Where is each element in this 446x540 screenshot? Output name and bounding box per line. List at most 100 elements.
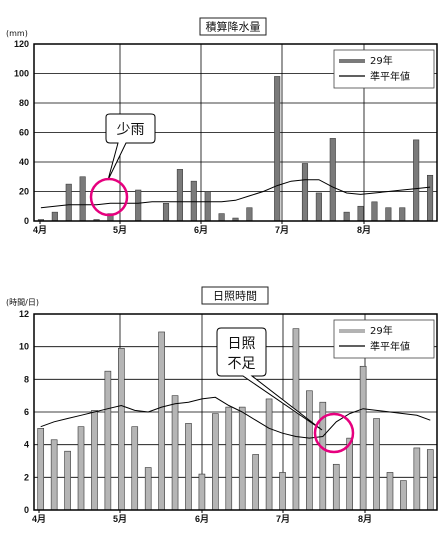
precip-bars (37, 76, 434, 222)
precip-bar (413, 139, 420, 222)
precip-bar (79, 176, 86, 222)
precip-legend: 29年 準平年値 (333, 49, 435, 89)
sun-bar (50, 439, 58, 511)
sun-bar (91, 410, 98, 511)
sun-bar (359, 365, 367, 511)
precip-y-ticks: 0 20 40 60 80 100 120 (14, 39, 29, 226)
precip-bar (65, 183, 72, 222)
sun-bar (238, 406, 246, 511)
sun-bar (373, 418, 380, 511)
precipitation-chart: 積算降水量 (mm) 0 20 40 60 80 100 120 4月 5月 6月 7月 8月 29… (6, 17, 438, 235)
sun-bar (413, 447, 421, 511)
precip-bar (135, 189, 142, 222)
precip-bar (315, 192, 322, 222)
sun-legend-bar-swatch (339, 329, 365, 333)
precip-bar (343, 211, 350, 222)
precip-bar (218, 213, 225, 222)
precip-x-tick-label: 4月 (33, 225, 47, 235)
sun-bar (265, 398, 273, 511)
sun-bar (131, 426, 139, 511)
sun-y-tick-label: 8 (24, 374, 29, 384)
precip-x-tick-label: 7月 (275, 225, 289, 235)
sun-y-tick-label: 0 (24, 505, 29, 515)
precip-bar (385, 207, 392, 222)
sun-legend-box (333, 319, 435, 359)
sun-callout-line2: 不足 (228, 356, 256, 372)
precip-title-box (199, 17, 267, 36)
sun-bar (426, 449, 434, 511)
sun-bar (279, 472, 286, 511)
sun-callout: 日照 不足 (216, 327, 355, 454)
precip-legend-series1: 29年 (370, 54, 393, 67)
precip-highlight-circle (89, 177, 129, 217)
sun-bar (332, 463, 340, 511)
sun-y-tick-label: 10 (19, 342, 29, 352)
sun-y-tick-label: 4 (24, 440, 29, 450)
precip-bar (51, 211, 58, 222)
precip-bar (176, 169, 183, 222)
precip-callout: 少雨 (89, 113, 156, 217)
precip-x-tick-label: 8月 (357, 225, 371, 235)
precip-normal-line (40, 179, 431, 209)
precip-callout-text: 少雨 (117, 122, 145, 138)
sun-bar (252, 454, 259, 511)
sun-bar (400, 480, 407, 511)
sun-x-ticks: 4月 5月 6月 7月 8月 (32, 510, 372, 524)
precip-bar (204, 191, 211, 222)
sun-bar (185, 423, 192, 511)
sun-y-tick-label: 6 (24, 407, 29, 417)
sun-x-tick-label: 4月 (32, 514, 46, 524)
precip-bar (427, 174, 434, 222)
precip-legend-bar-swatch (339, 59, 365, 63)
precip-y-tick-label: 100 (14, 69, 29, 79)
precip-y-tick-label: 20 (19, 187, 29, 197)
sun-bars (37, 328, 434, 511)
sun-bar (37, 428, 45, 511)
precip-legend-box (333, 49, 435, 89)
sun-bar (212, 413, 219, 511)
precip-y-tick-label: 120 (14, 39, 29, 49)
sun-bar (225, 406, 233, 511)
sun-y-tick-label: 2 (24, 472, 29, 482)
sun-y-ticks: 0 2 4 6 8 10 12 (19, 309, 29, 515)
sun-bar (77, 426, 85, 511)
precip-x-tick-label: 5月 (113, 225, 127, 235)
precip-bar (371, 201, 378, 222)
precip-bar (357, 205, 364, 222)
precip-plot-frame (33, 43, 438, 222)
sun-bar (158, 331, 165, 511)
sun-unit-label: (時間/日) (6, 298, 39, 307)
sun-legend-series2: 準平年値 (370, 340, 410, 353)
sun-bar (292, 328, 300, 511)
precip-y-tick-label: 40 (19, 157, 29, 167)
sun-highlight-circle (313, 412, 355, 454)
sun-callout-bubble (216, 327, 323, 431)
sun-bar (118, 347, 125, 511)
sun-plot-frame (33, 313, 438, 511)
sun-bar (171, 395, 179, 511)
sun-x-tick-label: 6月 (195, 514, 209, 524)
sun-x-tick-label: 8月 (358, 514, 372, 524)
precip-bar (190, 180, 197, 222)
sun-title-box (201, 286, 269, 305)
precip-x-tick-label: 6月 (194, 225, 208, 235)
sun-normal-line (40, 396, 431, 439)
sun-bar (198, 473, 206, 511)
sun-legend-series1: 29年 (370, 324, 393, 337)
precip-bar (329, 138, 336, 222)
precip-x-ticks: 4月 5月 6月 7月 8月 (33, 221, 371, 235)
sun-bar (144, 467, 152, 511)
sun-bar (386, 472, 394, 511)
precip-legend-series2: 準平年値 (370, 70, 410, 83)
precip-y-tick-label: 80 (19, 98, 29, 108)
precip-bar (246, 207, 253, 222)
precip-y-tick-label: 0 (24, 216, 29, 226)
sun-x-tick-label: 7月 (276, 514, 290, 524)
sun-bar (104, 370, 112, 511)
precip-y-tick-label: 60 (19, 128, 29, 138)
sun-callout-line1: 日照 (228, 336, 256, 352)
sun-title: 日照時間 (213, 290, 257, 303)
precip-bar (301, 163, 309, 222)
sun-y-tick-label: 12 (19, 309, 29, 319)
